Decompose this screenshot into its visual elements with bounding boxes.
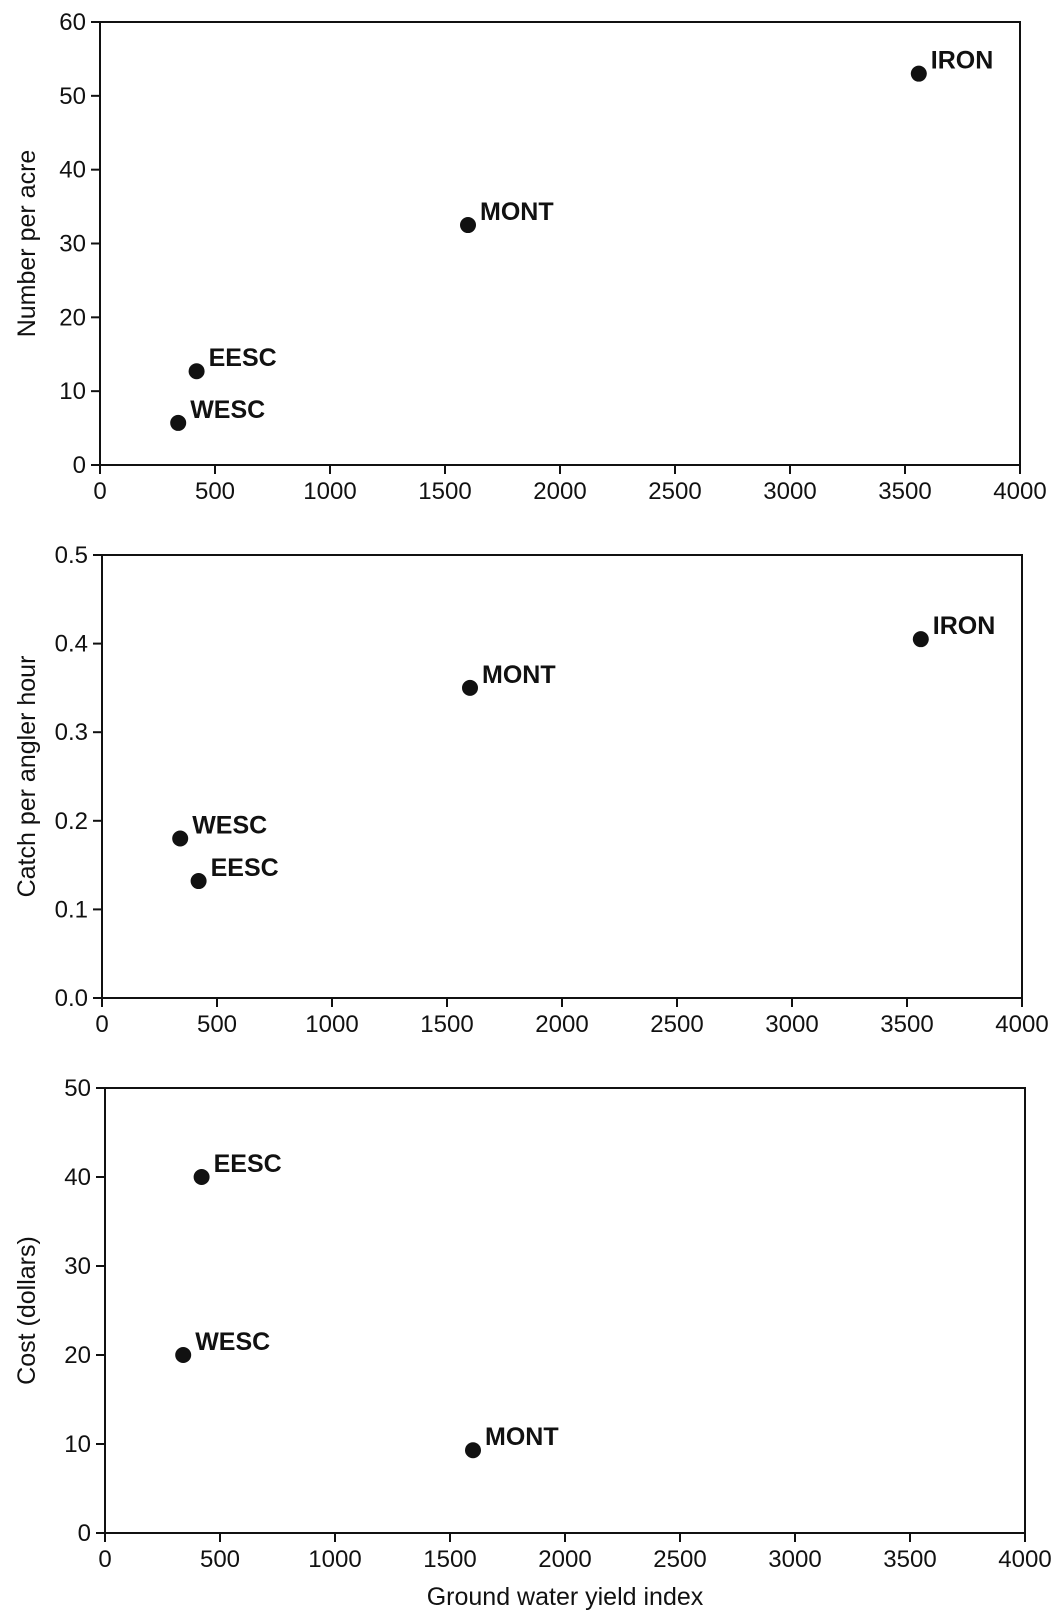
x-tick-label: 1500: [420, 1011, 473, 1038]
y-tick-label: 50: [59, 83, 86, 110]
y-tick-label: 0: [73, 452, 86, 479]
y-tick-label: 10: [59, 378, 86, 405]
data-point-mont: [465, 1442, 481, 1459]
x-tick-label: 500: [197, 1011, 237, 1038]
y-tick-label: 0.1: [55, 896, 88, 923]
x-tick-label: 1000: [305, 1011, 358, 1038]
x-tick-label: 0: [95, 1011, 108, 1038]
x-tick-label: 2500: [648, 478, 701, 505]
x-tick-label: 4000: [995, 1011, 1048, 1038]
data-point-mont: [460, 217, 476, 234]
y-tick-label: 30: [64, 1253, 91, 1280]
data-point-mont: [462, 679, 478, 696]
y-tick-label: 0.0: [55, 985, 88, 1012]
data-point-iron: [912, 631, 929, 648]
data-point-eesc: [193, 1169, 210, 1185]
x-tick-label: 2000: [533, 478, 586, 505]
data-label-eesc: EESC: [214, 1150, 282, 1178]
x-tick-label: 2500: [653, 1546, 706, 1573]
x-tick-label: 3000: [768, 1546, 821, 1573]
y-tick-label: 0.3: [55, 719, 88, 746]
x-tick-label: 1000: [303, 478, 356, 505]
y-tick-label: 10: [64, 1431, 91, 1458]
x-axis-label: Ground water yield index: [427, 1583, 704, 1611]
y-tick-label: 20: [64, 1342, 91, 1369]
x-tick-label: 2000: [538, 1546, 591, 1573]
x-tick-label: 3000: [765, 1011, 818, 1038]
y-tick-label: 0.4: [55, 631, 88, 658]
x-tick-label: 1500: [418, 478, 471, 505]
plot-frame: [101, 554, 1023, 999]
data-point-eesc: [188, 363, 205, 380]
x-tick-label: 4000: [993, 478, 1046, 505]
x-tick-label: 3000: [763, 478, 816, 505]
y-tick-label: 0.2: [55, 808, 88, 835]
x-tick-label: 4000: [998, 1546, 1051, 1573]
data-point-eesc: [190, 873, 207, 890]
data-label-mont: MONT: [480, 198, 554, 226]
x-tick-label: 500: [195, 478, 235, 505]
x-tick-label: 1000: [308, 1546, 361, 1573]
data-label-mont: MONT: [482, 661, 556, 689]
data-label-wesc: WESC: [192, 812, 267, 840]
y-tick-label: 50: [64, 1075, 91, 1102]
x-tick-label: 1500: [423, 1546, 476, 1573]
x-tick-label: 3500: [878, 478, 931, 505]
x-tick-label: 3500: [883, 1546, 936, 1573]
data-point-wesc: [170, 414, 187, 431]
data-point-wesc: [175, 1347, 192, 1363]
chart-panel-2: 0 500 1000 1500 2000 2500 3000 3500 4000 0.0 0.1 0.…: [13, 542, 1049, 1038]
y-tick-label: 30: [59, 231, 86, 258]
y-tick-label: 60: [59, 9, 86, 36]
x-tick-label: 3500: [880, 1011, 933, 1038]
data-point-iron: [910, 65, 927, 82]
y-tick-label: 40: [64, 1164, 91, 1191]
y-axis-label: Cost (dollars): [13, 1236, 41, 1385]
y-tick-label: 20: [59, 304, 86, 331]
y-tick-label: 0.5: [55, 542, 88, 569]
y-axis-label: Catch per angler hour: [13, 656, 41, 898]
data-label-wesc: WESC: [190, 396, 265, 424]
data-label-eesc: EESC: [211, 854, 279, 882]
chart-panel-1: 0 500 1000 1500 2000 2500 3000 3500 4000 0 10 20 30 4…: [13, 9, 1047, 505]
y-tick-label: 40: [59, 157, 86, 184]
data-label-eesc: EESC: [209, 344, 277, 372]
x-tick-label: 0: [98, 1546, 111, 1573]
x-tick-label: 0: [93, 478, 106, 505]
data-label-iron: IRON: [933, 612, 996, 640]
x-tick-label: 500: [200, 1546, 240, 1573]
data-label-mont: MONT: [485, 1423, 559, 1451]
chart-panel-3: 0 500 1000 1500 2000 2500 3000 3500 4000 0 10 20 30 4…: [13, 1075, 1052, 1611]
data-point-wesc: [172, 830, 189, 847]
data-label-wesc: WESC: [195, 1328, 270, 1356]
data-label-iron: IRON: [931, 47, 994, 75]
x-tick-label: 2500: [650, 1011, 703, 1038]
x-tick-label: 2000: [535, 1011, 588, 1038]
y-axis-label: Number per acre: [13, 150, 41, 338]
y-tick-label: 0: [78, 1520, 91, 1547]
